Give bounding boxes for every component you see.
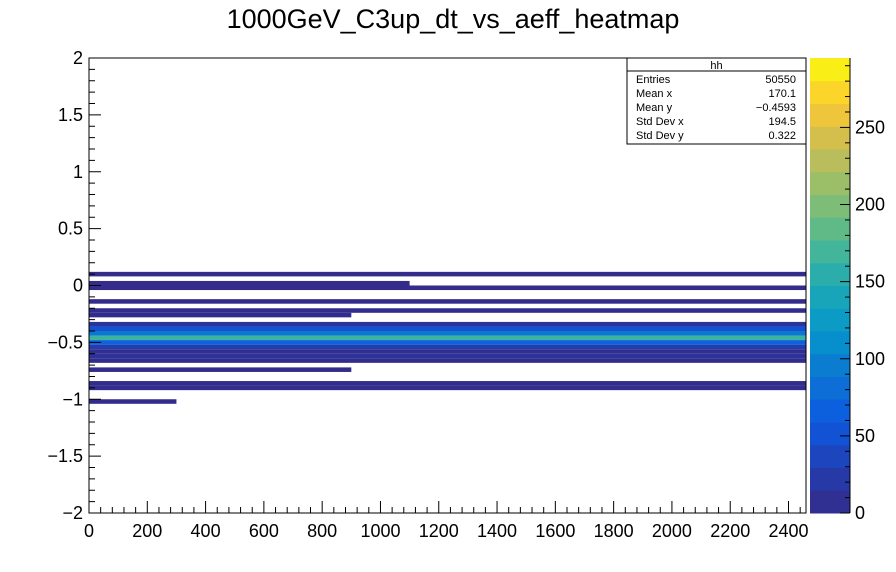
- heatmap-band-16: [89, 381, 806, 386]
- colorbar-tick-label: 150: [855, 272, 885, 292]
- colorbar-segment: [810, 399, 850, 423]
- stats-value: 0.322: [768, 130, 796, 142]
- x-tick-label: 0: [84, 521, 94, 541]
- x-tick-label: 200: [132, 521, 162, 541]
- y-tick-label: 1: [73, 162, 83, 182]
- colorbar-tick-label: 200: [855, 195, 885, 215]
- colorbar-segment: [810, 240, 850, 264]
- heatmap-band-17: [89, 385, 806, 391]
- colorbar-tick-label: 250: [855, 117, 885, 137]
- heatmap-band-7: [89, 326, 806, 331]
- x-tick-label: 1000: [360, 521, 400, 541]
- y-axis: 2 1.5 1 0.5 0 −0.5 −1 −1.5 −2: [47, 48, 101, 523]
- colorbar-segment: [810, 285, 850, 309]
- heatmap-band-14: [89, 358, 806, 363]
- colorbar-segment: [810, 217, 850, 241]
- chart-title: 1000GeV_C3up_dt_vs_aeff_heatmap: [227, 4, 680, 34]
- x-tick-label: 800: [307, 521, 337, 541]
- colorbar-segment: [810, 126, 850, 150]
- y-tick-label: −2: [62, 503, 83, 523]
- stats-label: Entries: [636, 74, 671, 86]
- x-tick-label: 600: [249, 521, 279, 541]
- x-tick-label: 1600: [535, 521, 575, 541]
- colorbar-segment: [810, 262, 850, 286]
- x-tick-label: 2000: [652, 521, 692, 541]
- y-tick-label: 2: [73, 48, 83, 68]
- heatmap-band-8: [89, 331, 806, 336]
- colorbar-segment: [810, 171, 850, 195]
- colorbar-segment: [810, 58, 850, 82]
- x-tick-label: 1200: [419, 521, 459, 541]
- heatmap-band-13: [89, 353, 806, 359]
- stats-title: hh: [710, 60, 722, 72]
- colorbar-segment: [810, 376, 850, 400]
- heatmap-band-18: [89, 399, 177, 404]
- heatmap-band-15: [89, 367, 352, 372]
- x-tick-label: 2200: [710, 521, 750, 541]
- colorbar-segment: [810, 103, 850, 127]
- y-tick-label: −1.5: [47, 446, 83, 466]
- heatmap-cells: [89, 271, 806, 404]
- y-tick-label: 0: [73, 276, 83, 296]
- stats-value: −0.4593: [756, 102, 796, 114]
- x-tick-label: 400: [191, 521, 221, 541]
- heatmap-band-5: [89, 312, 352, 318]
- stats-value: 170.1: [768, 88, 796, 100]
- colorbar-tick-label: 100: [855, 349, 885, 369]
- stats-value: 50550: [765, 74, 796, 86]
- colorbar-segment: [810, 422, 850, 446]
- colorbar-segment: [810, 353, 850, 377]
- y-tick-label: −1: [62, 389, 83, 409]
- colorbar-segment: [810, 80, 850, 104]
- stats-label: Std Dev x: [636, 116, 684, 128]
- stats-label: Mean y: [636, 102, 673, 114]
- colorbar: 0 50 100 150 200 250: [810, 58, 885, 523]
- heatmap-band-11: [89, 344, 806, 350]
- colorbar-segment: [810, 308, 850, 332]
- y-tick-label: 1.5: [58, 105, 83, 125]
- colorbar-segment: [810, 444, 850, 468]
- colorbar-segment: [810, 149, 850, 173]
- heatmap-band-4: [89, 308, 806, 313]
- x-tick-label: 2400: [768, 521, 808, 541]
- x-axis: 0 200 400 600 800 1000 1200 1400 1600 1800 2000 220…: [84, 501, 809, 541]
- heatmap-band-10: [89, 340, 806, 345]
- x-tick-label: 1400: [477, 521, 517, 541]
- heatmap-band-6: [89, 321, 806, 327]
- colorbar-segment: [810, 194, 850, 218]
- colorbar-segment: [810, 331, 850, 355]
- heatmap-band-2: [89, 285, 806, 291]
- heatmap-band-12: [89, 349, 806, 354]
- colorbar-tick-label: 50: [855, 426, 875, 446]
- heatmap-band-1: [89, 280, 410, 286]
- heatmap-band-0: [89, 271, 806, 277]
- stats-value: 194.5: [768, 116, 796, 128]
- y-tick-label: 0.5: [58, 219, 83, 239]
- heatmap-band-9: [89, 335, 806, 341]
- heatmap-band-3: [89, 299, 806, 304]
- stats-label: Mean x: [636, 88, 673, 100]
- x-tick-label: 1800: [594, 521, 634, 541]
- colorbar-segment: [810, 490, 850, 514]
- stats-label: Std Dev y: [636, 130, 684, 142]
- stats-box: hh Entries 50550 Mean x 170.1 Mean y −0.4593 St…: [626, 57, 807, 145]
- colorbar-tick-label: 0: [855, 503, 865, 523]
- y-tick-label: −0.5: [47, 332, 83, 352]
- colorbar-segment: [810, 467, 850, 491]
